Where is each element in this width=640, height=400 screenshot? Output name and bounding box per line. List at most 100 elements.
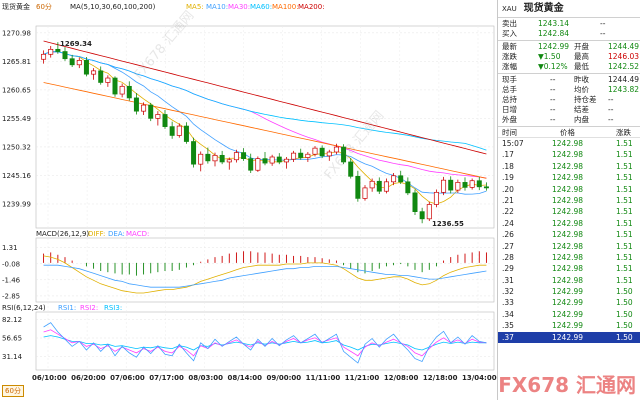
rsi3-line [43,335,487,351]
tick-price: 1242.98 [552,161,584,171]
tick-price: 1242.98 [552,184,584,194]
candle-body [383,181,389,192]
change-label: 涨跌 [502,52,517,61]
tick-row[interactable]: .27 1242.98 1.51 [498,241,640,252]
candle-body [362,187,368,199]
cur-vol-label: 现手 [502,75,517,84]
tick-time: .21 [502,195,514,205]
tick-change: 1.51 [616,207,633,217]
date-tick-label: 07/06:00 [110,374,145,382]
date-tick-label: 08/14:00 [227,374,262,382]
tick-row[interactable]: .18 1242.98 1.51 [498,161,640,172]
macd-tick-label: -0.08 [2,260,20,268]
tick-row[interactable]: .28 1242.98 1.51 [498,252,640,263]
tick-time: .27 [502,241,514,251]
settle-diff-label: 结差 [574,105,589,114]
quote-header: XAU 现货黄金 [498,0,640,18]
candle-body [483,186,489,189]
candle-body [341,146,347,163]
candle-body [133,97,139,112]
watermark-text: FX678 汇通网 [322,108,388,182]
tick-row[interactable]: .33 1242.99 1.50 [498,297,640,308]
total-vol-value: -- [550,85,556,94]
price-tick-label: 1239.99 [2,200,31,208]
candle-body [183,125,189,142]
date-tick-label: 06/20:00 [71,374,106,382]
rsi1-label: RSI1: [58,304,76,312]
tick-time: .31 [502,275,514,285]
tick-row[interactable]: .37 1242.99 1.50 [498,331,640,344]
macd-pane [35,237,495,303]
tick-row[interactable]: .24 1242.98 1.51 [498,218,640,229]
candle-body [305,153,311,158]
candle-body [148,104,154,119]
tick-time: .34 [502,309,514,319]
pct-label: 涨幅 [502,62,517,71]
candle-body [441,179,447,193]
price-tick-label: 1265.81 [2,58,31,66]
tick-row[interactable]: .17 1242.98 1.51 [498,149,640,160]
ticks-header: 时间 价格 涨跌 [498,127,640,138]
tick-row[interactable]: .31 1242.98 1.51 [498,275,640,286]
date-tick-label: 09/00:00 [267,374,302,382]
candle-body [276,156,282,163]
rsi-pane [35,311,495,371]
candle-body [398,175,404,183]
period-tab[interactable]: 60分 [2,385,24,397]
candle-body [433,191,439,205]
candle-body [291,152,297,160]
tick-row[interactable]: .26 1242.98 1.51 [498,229,640,240]
tick-row[interactable]: 15:07 1242.98 1.51 [498,138,640,149]
tick-row[interactable]: .20 1242.98 1.51 [498,184,640,195]
date-tick-label: 08/03:00 [188,374,223,382]
rsi1-line [43,322,487,364]
tick-row[interactable]: .21 1242.98 1.51 [498,195,640,206]
candle-body [105,77,111,83]
price-chart-area[interactable]: 1270.98 1265.81 1260.65 1255.49 1250.32 1245.… [0,0,498,400]
settle-diff-value: -- [608,105,614,114]
tick-row[interactable]: .19 1242.98 1.51 [498,172,640,183]
latest-value: 1242.99 [538,42,570,51]
candle-body [55,48,61,52]
macd-macd-label: MACD: [126,230,149,238]
open-label: 开盘 [574,42,589,51]
candlestick-chart[interactable]: 1270.98 1265.81 1260.65 1255.49 1250.32 1245.… [0,0,498,400]
tick-price: 1242.99 [552,332,584,342]
tick-row[interactable]: .22 1242.98 1.51 [498,206,640,217]
outer-label: 外盘 [502,115,517,124]
stats-section: 最新 1242.99 开盘 1244.49 涨跌 ▼1.50 最高 1246.0… [498,41,640,74]
tick-row[interactable]: .32 1242.99 1.50 [498,286,640,297]
date-tick-label: 11/21:00 [345,374,380,382]
volume-row-2: 总手 -- 均价 1243.82 [498,85,640,95]
sell-row: 卖出 1243.14 -- [498,19,640,29]
tick-change: 1.51 [616,195,633,205]
period-label: 60分 [36,2,52,11]
tick-time: .28 [502,252,514,262]
symbol-name: 现货黄金 [523,3,564,14]
date-tick-label: 12/18:00 [423,374,458,382]
candle-body [141,104,147,112]
candle-body [255,158,261,171]
tick-price: 1242.98 [552,264,584,274]
candle-body [319,147,325,157]
ticks-list[interactable]: 15:07 1242.98 1.51 .17 1242.98 1.51 .18 1242.98… [498,138,640,344]
ma60-line [43,51,487,151]
ma10-line [43,51,487,195]
candle-body [448,179,454,191]
date-tick-label: 06/10:00 [32,374,67,382]
candle-body [298,152,304,158]
macd-dea-label: DEA: [108,230,125,238]
tick-price: 1242.98 [552,173,584,183]
stats-row-latest: 最新 1242.99 开盘 1244.49 [498,42,640,52]
tick-row[interactable]: .29 1242.98 1.51 [498,263,640,274]
cur-vol-value: -- [550,75,556,84]
candle-body [191,141,197,165]
tick-row[interactable]: .34 1242.99 1.50 [498,309,640,320]
candle-body [119,85,125,95]
candle-body [241,152,247,159]
tick-row[interactable]: .35 1242.99 1.50 [498,320,640,331]
candle-body [391,175,397,183]
candle-body [283,158,289,163]
candle-body [348,161,354,177]
hold-chg-label: 持仓差 [574,95,597,104]
